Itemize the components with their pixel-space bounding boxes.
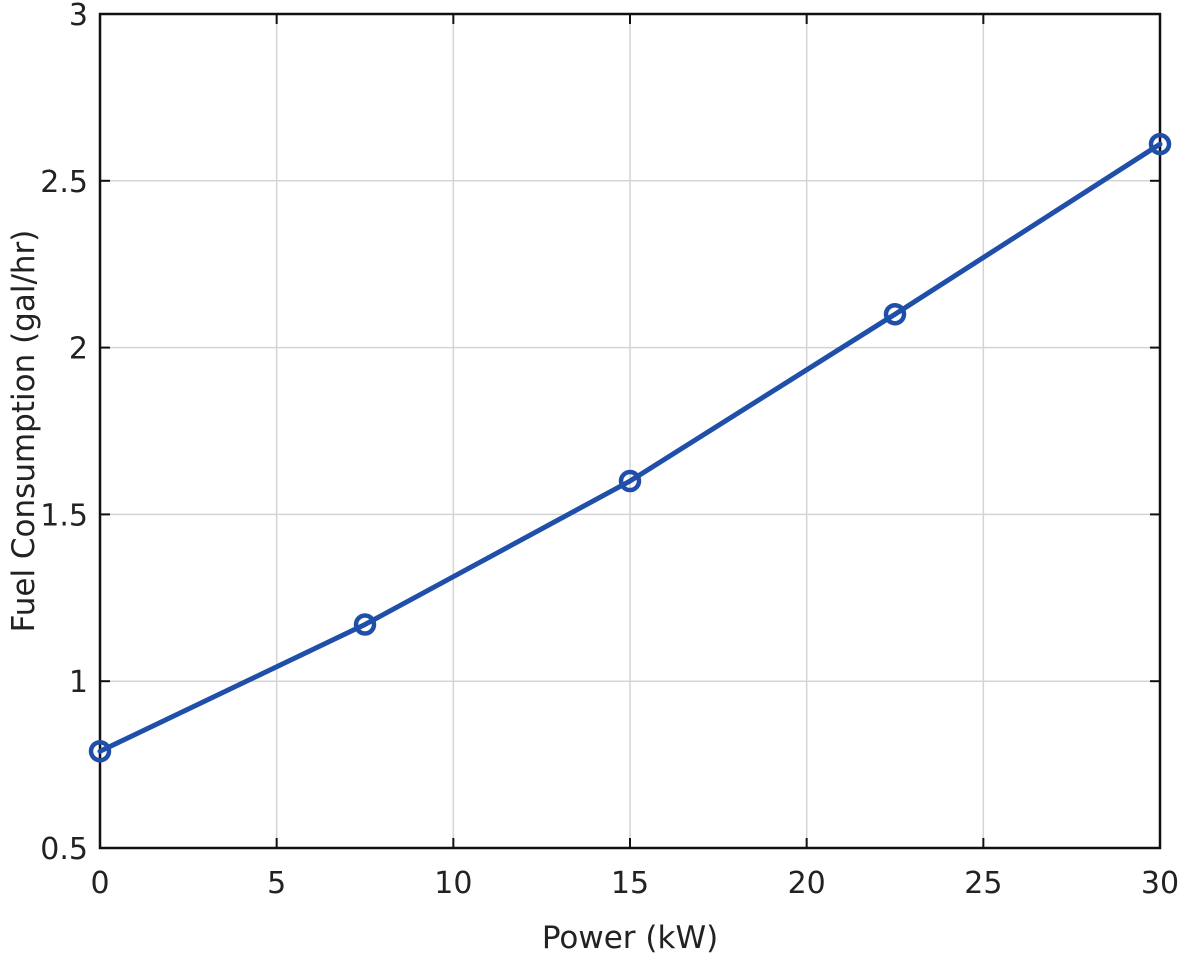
data-point-marker bbox=[618, 469, 642, 493]
y-tick-label: 1 bbox=[69, 665, 88, 700]
y-axis-label: Fuel Consumption (gal/hr) bbox=[6, 230, 42, 633]
data-point-marker bbox=[353, 613, 377, 636]
y-tick-label: 1.5 bbox=[40, 498, 88, 533]
y-tick-label: 3 bbox=[69, 0, 88, 33]
y-tick-label: 2 bbox=[69, 332, 88, 367]
data-point-marker bbox=[883, 302, 907, 326]
grid-layer bbox=[100, 14, 1160, 848]
series-layer bbox=[88, 132, 1172, 763]
x-axis-label: Power (kW) bbox=[542, 920, 718, 956]
y-tick-label: 2.5 bbox=[40, 165, 88, 200]
x-tick-label: 10 bbox=[434, 866, 472, 901]
series-line bbox=[97, 141, 1163, 754]
data-point-marker bbox=[1148, 132, 1172, 156]
x-tick-label: 15 bbox=[611, 866, 649, 901]
x-tick-label: 5 bbox=[267, 866, 286, 901]
x-tick-label: 0 bbox=[90, 866, 109, 901]
x-tick-label: 20 bbox=[788, 866, 826, 901]
x-tick-label: 25 bbox=[964, 866, 1002, 901]
ticks-layer: 0 5 10 15 20 25 30 0.5 1 1.5 2 2.5 3 bbox=[40, 0, 1179, 901]
data-point-marker bbox=[88, 740, 112, 763]
y-tick-label: 0.5 bbox=[40, 832, 88, 867]
x-tick-label: 30 bbox=[1141, 866, 1179, 901]
